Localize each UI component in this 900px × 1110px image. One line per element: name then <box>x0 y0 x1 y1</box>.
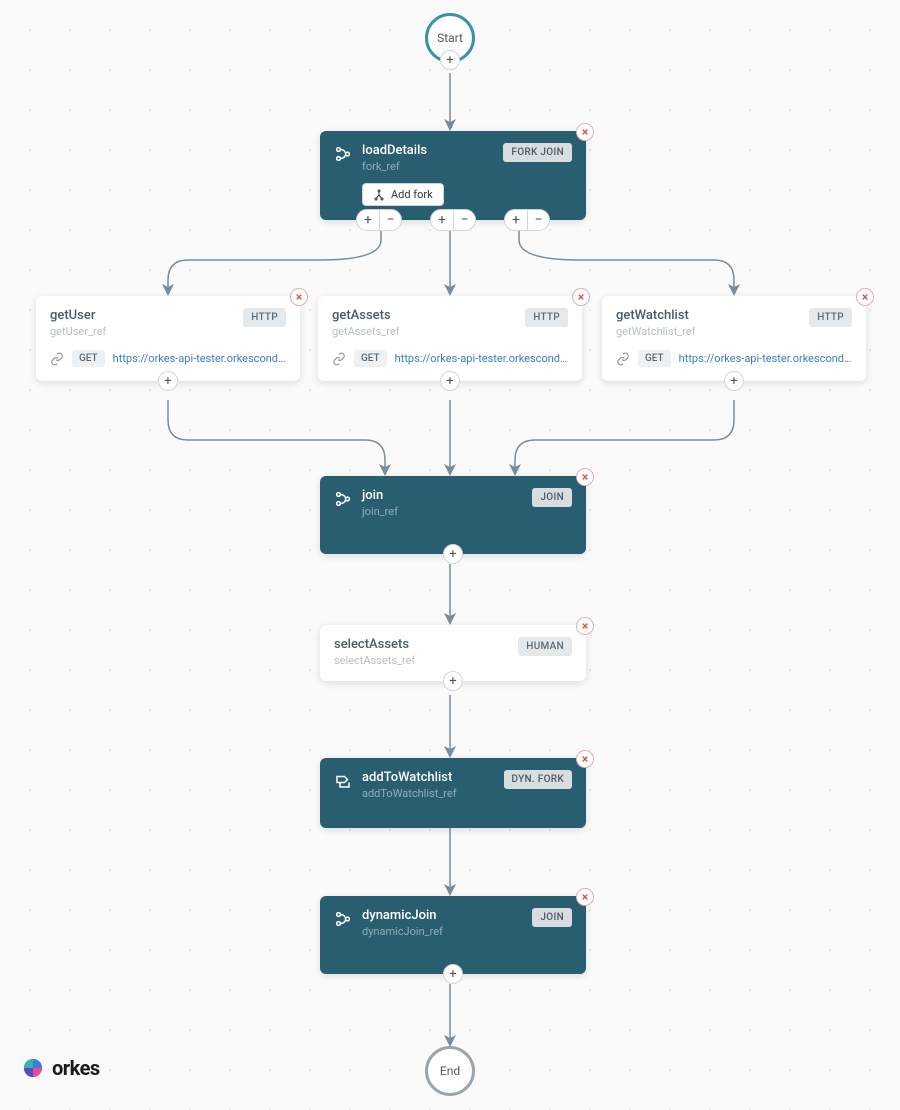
fork-branch-controls: + − + − + − <box>356 209 550 231</box>
close-icon[interactable]: × <box>576 617 594 635</box>
close-icon[interactable]: × <box>572 288 590 306</box>
http-details: GET https://orkes-api-tester.orkescondu.… <box>616 350 852 367</box>
close-icon[interactable]: × <box>856 288 874 306</box>
branch-icon <box>373 189 385 201</box>
task-ref: getAssets_ref <box>332 325 515 338</box>
task-type-badge: HTTP <box>809 308 852 327</box>
close-icon[interactable]: × <box>576 123 594 141</box>
join-ref: join_ref <box>362 505 522 518</box>
fork-ref: fork_ref <box>362 160 493 173</box>
task-ref: addToWatchlist_ref <box>362 787 494 800</box>
task-ref: getWatchlist_ref <box>616 325 799 338</box>
end-label: End <box>440 1064 460 1078</box>
join-badge: JOIN <box>532 488 572 507</box>
link-icon <box>616 352 630 366</box>
http-task-getuser[interactable]: × getUser getUser_ref HTTP GET https://o… <box>36 296 300 381</box>
add-after-button[interactable]: + <box>443 964 463 984</box>
http-details: GET https://orkes-api-tester.orkescondu.… <box>332 350 568 367</box>
task-ref: dynamicJoin_ref <box>362 925 522 938</box>
dynamic-join-node[interactable]: × dynamicJoin dynamicJoin_ref JOIN + <box>320 896 586 974</box>
task-type-badge: HTTP <box>525 308 568 327</box>
http-method-badge: GET <box>354 350 387 367</box>
fork-icon <box>334 145 352 163</box>
join-node[interactable]: × join join_ref JOIN + <box>320 476 586 554</box>
logo-text: orkes <box>52 1056 100 1080</box>
close-icon[interactable]: × <box>576 468 594 486</box>
task-type-badge: HTTP <box>243 308 286 327</box>
branch-1-remove-button[interactable]: − <box>379 210 401 230</box>
add-after-button[interactable]: + <box>443 671 463 691</box>
close-icon[interactable]: × <box>576 750 594 768</box>
http-method-badge: GET <box>638 350 671 367</box>
http-url[interactable]: https://orkes-api-tester.orkescondu... <box>679 352 852 365</box>
dynamic-fork-icon <box>334 772 352 790</box>
fork-badge: FORK JOIN <box>503 143 572 162</box>
add-after-button[interactable]: + <box>724 371 744 391</box>
add-after-button[interactable]: + <box>443 544 463 564</box>
add-after-button[interactable]: + <box>158 371 178 391</box>
task-type-badge: JOIN <box>532 908 572 927</box>
close-icon[interactable]: × <box>290 288 308 306</box>
http-method-badge: GET <box>72 350 105 367</box>
logo-icon <box>22 1057 44 1079</box>
join-title: join <box>362 488 522 503</box>
fork-node[interactable]: × loadDetails fork_ref FORK JOIN Add for… <box>320 131 586 220</box>
dynamic-fork-node[interactable]: × addToWatchlist addToWatchlist_ref DYN.… <box>320 758 586 828</box>
branch-1-controls: + − <box>356 209 402 231</box>
start-node[interactable]: Start + <box>425 13 475 63</box>
select-assets-node[interactable]: × selectAssets selectAssets_ref HUMAN + <box>320 625 586 681</box>
close-icon[interactable]: × <box>576 888 594 906</box>
join-icon <box>334 490 352 508</box>
http-url[interactable]: https://orkes-api-tester.orkescondu... <box>113 352 286 365</box>
end-node[interactable]: End <box>425 1046 475 1096</box>
task-title: getAssets <box>332 308 515 323</box>
branch-3-add-button[interactable]: + <box>505 210 527 230</box>
start-label: Start <box>437 31 463 45</box>
task-title: selectAssets <box>334 637 508 652</box>
branch-2-remove-button[interactable]: − <box>453 210 475 230</box>
branch-2-add-button[interactable]: + <box>431 210 453 230</box>
task-title: getWatchlist <box>616 308 799 323</box>
http-task-getwatchlist[interactable]: × getWatchlist getWatchlist_ref HTTP GET… <box>602 296 866 381</box>
add-after-start-button[interactable]: + <box>440 50 460 70</box>
task-title: addToWatchlist <box>362 770 494 785</box>
task-type-badge: DYN. FORK <box>504 770 573 789</box>
http-url[interactable]: https://orkes-api-tester.orkescondu... <box>395 352 568 365</box>
branch-1-add-button[interactable]: + <box>357 210 379 230</box>
task-type-badge: HUMAN <box>518 637 572 656</box>
branch-3-remove-button[interactable]: − <box>527 210 549 230</box>
link-icon <box>50 352 64 366</box>
add-fork-button[interactable]: Add fork <box>362 183 444 206</box>
branch-3-controls: + − <box>504 209 550 231</box>
task-title: getUser <box>50 308 233 323</box>
add-after-button[interactable]: + <box>440 371 460 391</box>
orkes-logo: orkes <box>22 1056 100 1080</box>
task-ref: getUser_ref <box>50 325 233 338</box>
fork-title: loadDetails <box>362 143 493 158</box>
http-details: GET https://orkes-api-tester.orkescondu.… <box>50 350 286 367</box>
join-icon <box>334 910 352 928</box>
link-icon <box>332 352 346 366</box>
task-title: dynamicJoin <box>362 908 522 923</box>
http-task-getassets[interactable]: × getAssets getAssets_ref HTTP GET https… <box>318 296 582 381</box>
task-ref: selectAssets_ref <box>334 654 508 667</box>
branch-2-controls: + − <box>430 209 476 231</box>
workflow-canvas: Start + × loadDetails fork_ref FORK JOIN… <box>0 0 900 1110</box>
